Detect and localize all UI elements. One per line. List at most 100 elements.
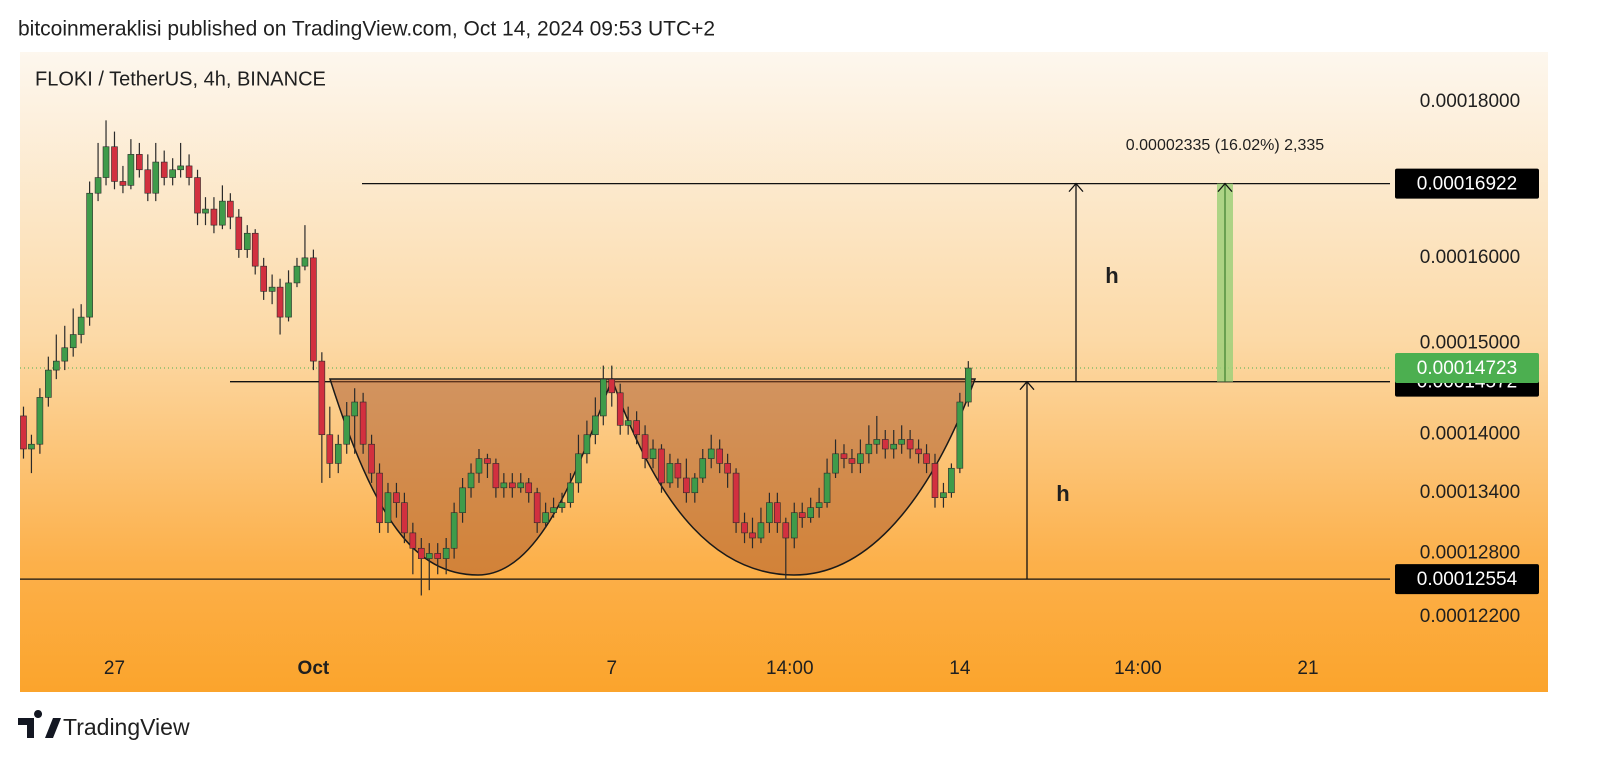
candle-body [749,532,756,539]
candle-body [865,443,873,455]
candle-body [334,443,342,464]
candle-body [210,208,218,226]
candle-body [525,482,533,494]
candle-body [567,482,574,503]
candle-body [293,265,301,284]
candle-body [467,472,475,489]
candle-body [616,392,624,426]
candle-body [583,434,591,455]
candle-body [185,165,193,178]
candle-body [459,487,466,513]
candle-body [948,467,955,494]
candle-body [425,553,433,559]
candle-body [815,502,823,508]
candle-body [442,547,450,559]
candle-body [45,369,52,398]
candle-body [923,453,930,464]
candle-body [111,146,118,182]
candle-body [169,169,176,178]
candle-body [575,453,582,484]
candle-body [699,458,707,479]
candle-body [624,420,632,426]
candle-body [840,453,848,459]
candle-body [798,512,806,518]
candle-body [310,257,317,362]
candle-body [285,282,292,318]
chart-panel [20,52,1548,692]
candle-body [194,177,201,214]
y-tick-label: 0.00012200 [1420,606,1520,627]
level-price-box [1395,168,1539,199]
candle-body [268,286,276,292]
y-tick-label: 0.00018000 [1420,91,1520,112]
measure-head [1217,182,1233,193]
candle-body [641,434,649,459]
candle-body [732,472,740,524]
y-tick-label: 0.00013400 [1420,482,1520,503]
candle-body [61,347,69,362]
candle-body [492,463,500,489]
candle-body [542,512,549,524]
candle-body [766,502,773,524]
candle-body [724,463,731,474]
candle-body [666,463,674,484]
candle-body [251,232,259,267]
candle-body [376,472,383,524]
candle-body [533,492,541,524]
candle-body [77,316,85,335]
candle-body [873,439,881,445]
candle-body [658,448,665,484]
candle-body [276,286,284,318]
candle-body [790,512,798,539]
y-tick-label: 0.00015000 [1420,332,1520,353]
candle-body [691,477,699,494]
candle-body [393,492,400,503]
candle-body [359,401,367,445]
last-price-label: 0.00014723 [1417,358,1517,379]
x-tick-label: 21 [1297,658,1318,679]
candle-body [177,165,184,171]
candle-body [384,492,392,524]
candle-body [823,472,831,503]
measure-label: 0.00002335 (16.02%) 2,335 [1126,137,1324,154]
candle-body [409,532,417,549]
candle-body [649,448,657,459]
candle-body [774,502,781,524]
annotation-h: h [1105,263,1118,288]
candle-body [550,507,557,513]
x-tick-label: Oct [298,658,330,679]
candle-body [119,181,127,186]
candle-body [757,522,765,539]
candle-body [36,397,44,445]
level-price-label: 0.00016922 [1417,174,1517,195]
candle-body [351,401,358,417]
candle-body [592,415,599,436]
candle-body [227,200,234,218]
candle-body [915,448,922,455]
publish-header: bitcoinmeraklisi published on TradingVie… [18,18,715,41]
candle-body [509,482,516,489]
tv-logo [18,710,61,738]
candle-body [890,443,898,450]
candle-body [608,378,616,394]
candle-body [94,177,102,194]
tv-logo-mark [18,710,61,738]
candle-body [20,415,27,450]
candle-body [674,463,682,479]
candles-layer [20,120,972,596]
candle-body [517,482,525,489]
candle-body [102,146,110,178]
candle-body [500,482,508,489]
candle-body [219,200,226,226]
candle-body [318,360,326,436]
candle-body [857,453,864,464]
x-tick-label: 14:00 [766,658,814,679]
candle-body [782,522,790,539]
candle-body [401,502,408,534]
candle-body [683,477,690,494]
candle-body [28,443,35,450]
candle-body [243,232,251,250]
candle-body [906,439,914,450]
candle-body [956,401,964,469]
